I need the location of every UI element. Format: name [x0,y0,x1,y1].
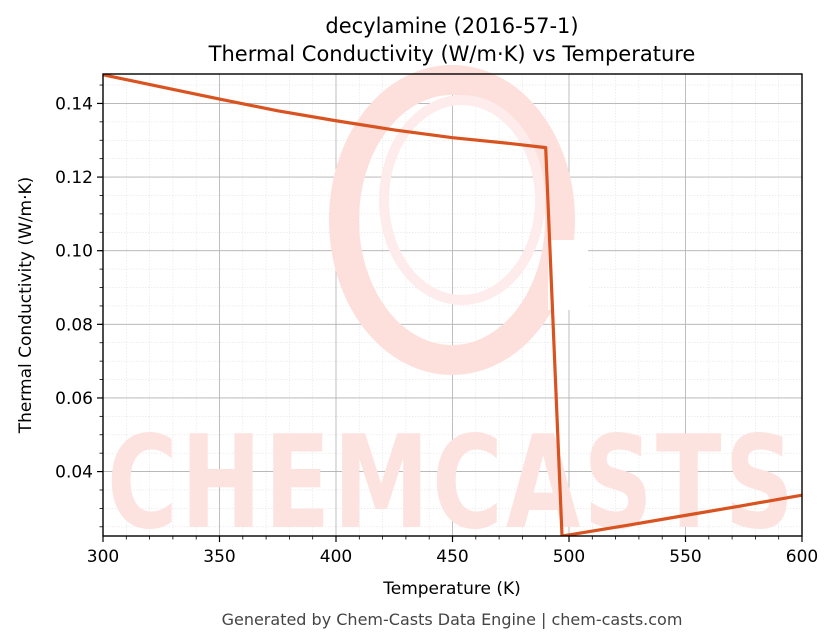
x-tick-label: 450 [436,547,468,567]
y-tick-label: 0.12 [55,168,93,188]
chemcasts-watermark: CHEMCASTS [107,65,797,558]
x-tick-label: 300 [87,547,119,567]
y-tick-label: 0.10 [55,242,93,262]
x-axis-label: Temperature (K) [382,579,521,599]
plot-area: CHEMCASTS [102,65,803,558]
x-tick-label: 400 [320,547,352,567]
chart-title: decylamine (2016-57-1) [325,14,578,38]
y-tick-label: 0.04 [55,463,93,483]
chart-subtitle: Thermal Conductivity (W/m·K) vs Temperat… [208,42,696,66]
series-line-thermal-conductivity [103,74,802,536]
x-tick-label: 550 [669,547,701,567]
series-layer [103,74,802,536]
y-tick-label: 0.08 [55,315,93,335]
x-tick-label: 600 [786,547,818,567]
y-axis: 0.04 0.06 0.08 0.10 0.12 0.14 [55,84,103,528]
y-axis-label: Thermal Conductivity (W/m·K) [16,177,36,435]
watermark-text: CHEMCASTS [107,409,797,558]
x-tick-label: 500 [553,547,585,567]
y-tick-label: 0.06 [55,389,93,409]
x-axis: 300 350 400 450 500 550 600 [87,536,818,567]
footer-credit: Generated by Chem-Casts Data Engine | ch… [222,610,683,629]
y-tick-label: 0.14 [55,94,93,114]
x-tick-label: 350 [203,547,235,567]
watermark-logo-ring [329,65,588,375]
